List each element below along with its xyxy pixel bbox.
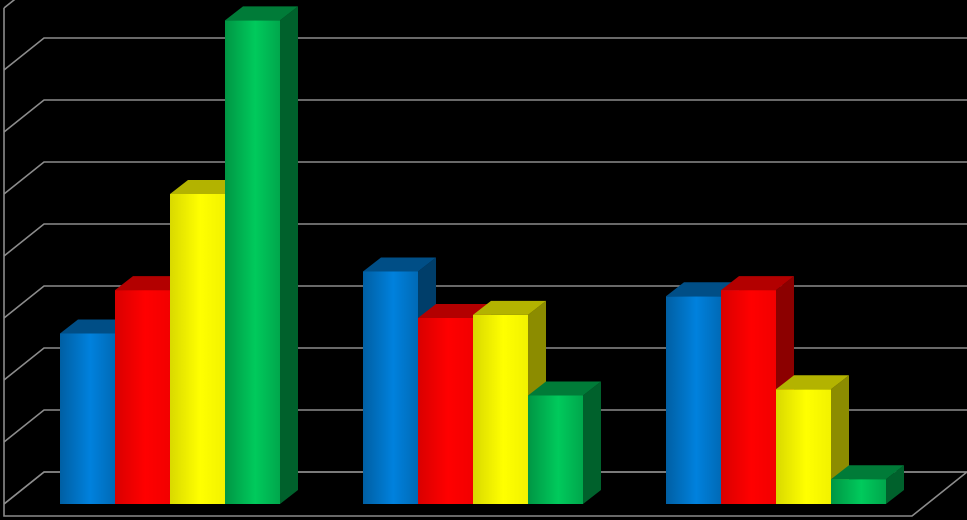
bar-side xyxy=(886,465,904,504)
bar xyxy=(225,6,298,505)
bar-front xyxy=(225,20,280,505)
bar-top xyxy=(528,381,601,396)
bar-top xyxy=(776,375,849,390)
bar-front xyxy=(115,290,170,504)
chart-floor xyxy=(3,471,967,517)
bar-top xyxy=(170,180,243,194)
bar-front xyxy=(363,271,418,504)
gridline xyxy=(3,99,967,133)
bar-top xyxy=(831,465,904,480)
chart-bars xyxy=(60,6,904,505)
gridline xyxy=(3,223,967,257)
bar-top xyxy=(418,304,491,318)
gridline xyxy=(3,285,967,319)
bar-front xyxy=(666,296,721,504)
bar-top xyxy=(225,6,298,21)
bar-front xyxy=(418,318,473,504)
gridline xyxy=(3,161,967,195)
bar-side xyxy=(583,381,601,504)
gridline xyxy=(3,0,16,9)
bar-front xyxy=(776,389,831,504)
bar-side xyxy=(280,6,298,505)
chart-grid xyxy=(3,0,967,517)
bar-front xyxy=(831,479,886,504)
bar-top xyxy=(363,257,436,272)
bar-top xyxy=(473,300,546,315)
bar xyxy=(831,465,904,504)
bar-front xyxy=(721,290,776,504)
gridline xyxy=(3,409,967,443)
bar-front xyxy=(170,194,225,504)
bar-top xyxy=(115,276,188,291)
bar xyxy=(528,381,601,504)
bar-front xyxy=(473,314,528,504)
bar-front xyxy=(60,333,115,504)
bar-top xyxy=(666,282,739,297)
gridline xyxy=(3,37,967,71)
bar-top xyxy=(721,276,794,291)
bar-front xyxy=(528,395,583,504)
gridline xyxy=(3,347,967,381)
bar-top xyxy=(60,319,133,334)
